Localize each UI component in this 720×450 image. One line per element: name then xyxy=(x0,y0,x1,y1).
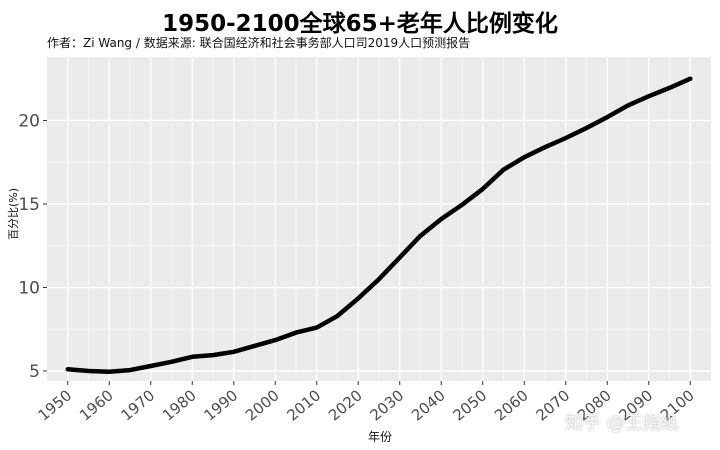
watermark: 知乎 @王指纸 xyxy=(565,413,679,434)
series-line xyxy=(65,76,693,375)
x-tick-label: 2050 xyxy=(449,386,490,424)
axis-ticks xyxy=(43,119,691,385)
x-tick-label: 1980 xyxy=(159,386,200,424)
minor-gridlines xyxy=(47,57,711,381)
x-tick-label: 1990 xyxy=(200,386,241,424)
x-tick-label: 2060 xyxy=(491,386,532,424)
y-tick-labels: 5 10 15 20 xyxy=(18,111,40,382)
x-tick-label: 1950 xyxy=(34,386,75,424)
x-tick-label: 2000 xyxy=(242,386,283,424)
x-axis-label: 年份 xyxy=(367,430,393,444)
y-tick-label: 5 xyxy=(29,362,40,382)
x-tick-label: 2010 xyxy=(283,386,324,424)
data-series xyxy=(65,76,693,375)
x-tick-label: 2030 xyxy=(366,386,407,424)
y-tick-label: 15 xyxy=(18,195,40,215)
y-tick-label: 20 xyxy=(18,111,40,131)
y-axis-label: 百分比(%) xyxy=(7,187,20,241)
x-tick-label: 2020 xyxy=(325,386,366,424)
x-tick-label: 2040 xyxy=(408,386,449,424)
chart-subtitle: 作者：Zi Wang / 数据来源: 联合国经济和社会事务部人口司2019人口预… xyxy=(47,36,471,50)
x-tick-label: 1970 xyxy=(117,386,158,424)
x-tick-label: 1960 xyxy=(76,386,117,424)
chart-title: 1950-2100全球65+老年人比例变化 xyxy=(162,11,558,37)
y-tick-label: 10 xyxy=(18,278,40,298)
